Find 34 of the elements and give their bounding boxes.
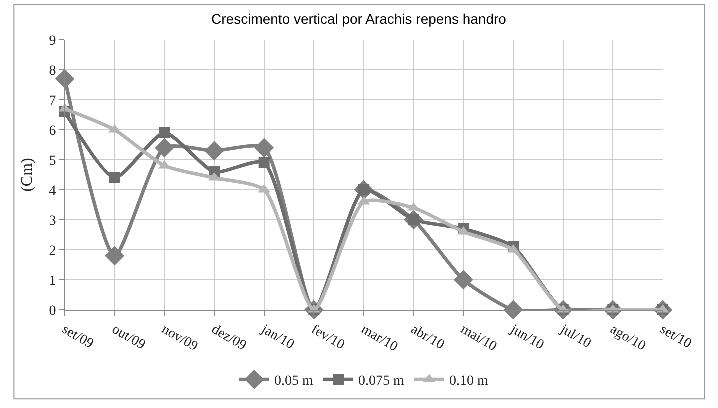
point (109, 172, 120, 184)
legend-label: 0.10 m (450, 374, 488, 390)
x-tick-label: dez/09 (209, 322, 249, 354)
legend-label: 0.075 m (358, 374, 404, 390)
x-tick-label: out/09 (109, 322, 148, 354)
x-tick-label: jul/10 (556, 322, 594, 352)
point (154, 138, 174, 158)
y-tick-label: 0 (49, 304, 56, 319)
y-axis-title: (Cm) (19, 158, 36, 192)
x-tick-label: set/10 (658, 322, 694, 352)
y-tick-label: 6 (49, 124, 56, 139)
x-tick-label: nov/09 (159, 322, 200, 355)
point (55, 69, 75, 89)
chart-title: Crescimento vertical por Arachis repens handro (212, 11, 507, 28)
x-tick-label: mai/10 (458, 322, 500, 355)
y-tick-label: 2 (49, 244, 56, 259)
point (504, 300, 524, 320)
y-tick-label: 7 (49, 94, 56, 109)
legend-label: 0.05 m (274, 374, 314, 390)
x-tick-label: ago/10 (608, 322, 648, 354)
point (258, 158, 270, 168)
point (105, 246, 125, 266)
x-tick-label: set/09 (60, 322, 96, 352)
y-tick-label: 3 (49, 214, 56, 229)
y-tick-label: 9 (49, 34, 56, 49)
y-tick-label: 1 (49, 274, 56, 289)
point (159, 128, 170, 138)
point (454, 270, 474, 290)
y-tick-label: 4 (49, 184, 56, 199)
point (254, 138, 274, 158)
x-tick-label: abr/10 (408, 322, 447, 354)
point (204, 141, 224, 161)
y-tick-label: 5 (49, 154, 56, 169)
y-tick-label: 8 (49, 64, 56, 79)
